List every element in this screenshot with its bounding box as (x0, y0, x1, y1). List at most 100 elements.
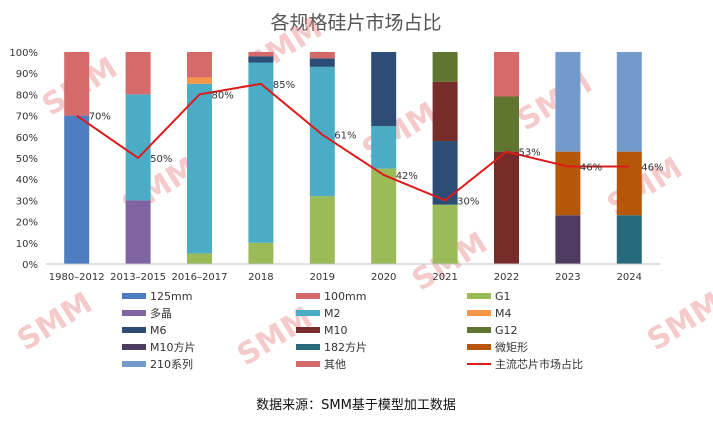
bar-segment (616, 151, 642, 216)
line-data-label: 85% (273, 80, 295, 91)
legend-label: 182方片 (324, 340, 367, 354)
bar-segment (248, 52, 274, 57)
legend-label: M2 (324, 307, 341, 320)
legend-label: 主流芯片市场占比 (495, 357, 583, 371)
legend-swatch (122, 293, 146, 299)
bar-segment (64, 52, 90, 116)
y-tick-label: 100% (9, 48, 38, 59)
legend-swatch (296, 361, 320, 367)
legend: 125mm 100mm G1 多晶 M2 M4 M6 M10 G12 M10方片 182方片 微矩形 2… (122, 290, 583, 371)
watermark-logo: SMM (641, 286, 713, 359)
y-tick-label: 70% (16, 112, 38, 123)
mainstream-share-line (76, 82, 630, 202)
legend-swatch (122, 344, 146, 350)
axes-layer: 0% 10% 20% 30% 40% 50% 60% 70% 80% 90% 100% 1980–20… (9, 48, 660, 283)
x-tick-label: 2020 (371, 272, 396, 283)
bar-segment (432, 204, 458, 264)
line-data-label: 46% (641, 162, 663, 173)
bar-segment (432, 52, 458, 82)
legend-label: 微矩形 (495, 340, 528, 354)
x-tick-label: 2013–2015 (110, 272, 166, 283)
watermark-logo: SMM (511, 66, 599, 139)
watermark-logo: SMM (356, 96, 444, 169)
bar-segment (125, 94, 151, 201)
bar-segment (309, 196, 335, 264)
y-tick-label: 10% (16, 239, 38, 250)
legend-label: 125mm (150, 290, 192, 303)
legend-swatch (467, 344, 491, 350)
bar-segment (187, 83, 212, 254)
bar-segment (432, 81, 458, 142)
legend-swatch (122, 327, 146, 333)
line-data-label: 61% (334, 131, 356, 142)
line-data-label: 80% (212, 90, 234, 101)
y-tick-label: 0% (22, 260, 38, 271)
legend-label: G12 (495, 324, 518, 337)
bar-segment (616, 215, 642, 264)
bar-segment (371, 168, 397, 264)
legend-label: M6 (150, 324, 167, 337)
legend-label: M4 (495, 307, 512, 320)
watermark-logo: SMM (601, 151, 689, 224)
bar-segment (555, 151, 581, 216)
bar-segment (64, 115, 90, 264)
legend-swatch (296, 310, 320, 316)
bar-segment (555, 215, 581, 264)
x-tick-label: 2024 (617, 272, 642, 283)
x-tick-label: 2022 (494, 272, 519, 283)
watermark-logo: SMM (11, 286, 99, 359)
x-tick-label: 2021 (432, 272, 457, 283)
bar-segment (555, 52, 581, 152)
bar-segment (371, 126, 397, 169)
bar-segment (371, 52, 397, 127)
legend-label: 多晶 (150, 306, 172, 320)
legend-swatch (122, 310, 146, 316)
bar-segment (309, 52, 335, 59)
legend-swatch (467, 310, 491, 316)
y-tick-label: 30% (16, 196, 38, 207)
bars-layer (64, 52, 642, 264)
bar-segment (125, 52, 151, 95)
bar-segment (125, 200, 151, 264)
bar-segment (616, 52, 642, 152)
y-tick-label: 20% (16, 218, 38, 229)
legend-swatch (467, 327, 491, 333)
bar-segment (248, 56, 274, 63)
legend-label: M10方片 (150, 340, 196, 354)
bar-segment (494, 52, 519, 97)
bar-segment (187, 253, 212, 264)
bar-segment (494, 151, 519, 264)
x-tick-label: 1980–2012 (49, 272, 105, 283)
x-tick-label: 2018 (248, 272, 273, 283)
bar-segment (248, 242, 274, 264)
legend-label: M10 (324, 324, 348, 337)
line-data-label: 42% (396, 171, 418, 182)
bar-segment (494, 96, 519, 152)
y-tick-label: 40% (16, 175, 38, 186)
y-tick-label: 60% (16, 133, 38, 144)
legend-label: 其他 (324, 358, 346, 371)
bar-segment (187, 52, 212, 78)
bar-segment (248, 62, 274, 243)
bar-segment (309, 58, 335, 67)
legend-swatch (296, 293, 320, 299)
line-layer: 70% 50% 80% 85% 61% 42% 30% 53% 46% 46% (76, 80, 664, 207)
legend-swatch (467, 293, 491, 299)
y-tick-label: 50% (16, 154, 38, 165)
line-data-label: 30% (457, 196, 479, 207)
line-data-label: 70% (89, 112, 111, 123)
line-data-label: 46% (580, 162, 602, 173)
x-tick-label: 2016–2017 (172, 272, 228, 283)
line-data-label: 53% (519, 148, 541, 159)
legend-label: G1 (495, 290, 511, 303)
watermark-layer: SMMSMMSMMSMMSMMSMMSMMSMMSMMSMM (11, 11, 713, 374)
source-note: 数据来源：SMM基于模型加工数据 (256, 398, 456, 413)
y-tick-label: 90% (16, 69, 38, 80)
x-tick-label: 2019 (310, 272, 335, 283)
y-tick-label: 80% (16, 90, 38, 101)
bar-segment (309, 66, 335, 197)
legend-label: 210系列 (150, 357, 193, 371)
bar-segment (432, 141, 458, 205)
